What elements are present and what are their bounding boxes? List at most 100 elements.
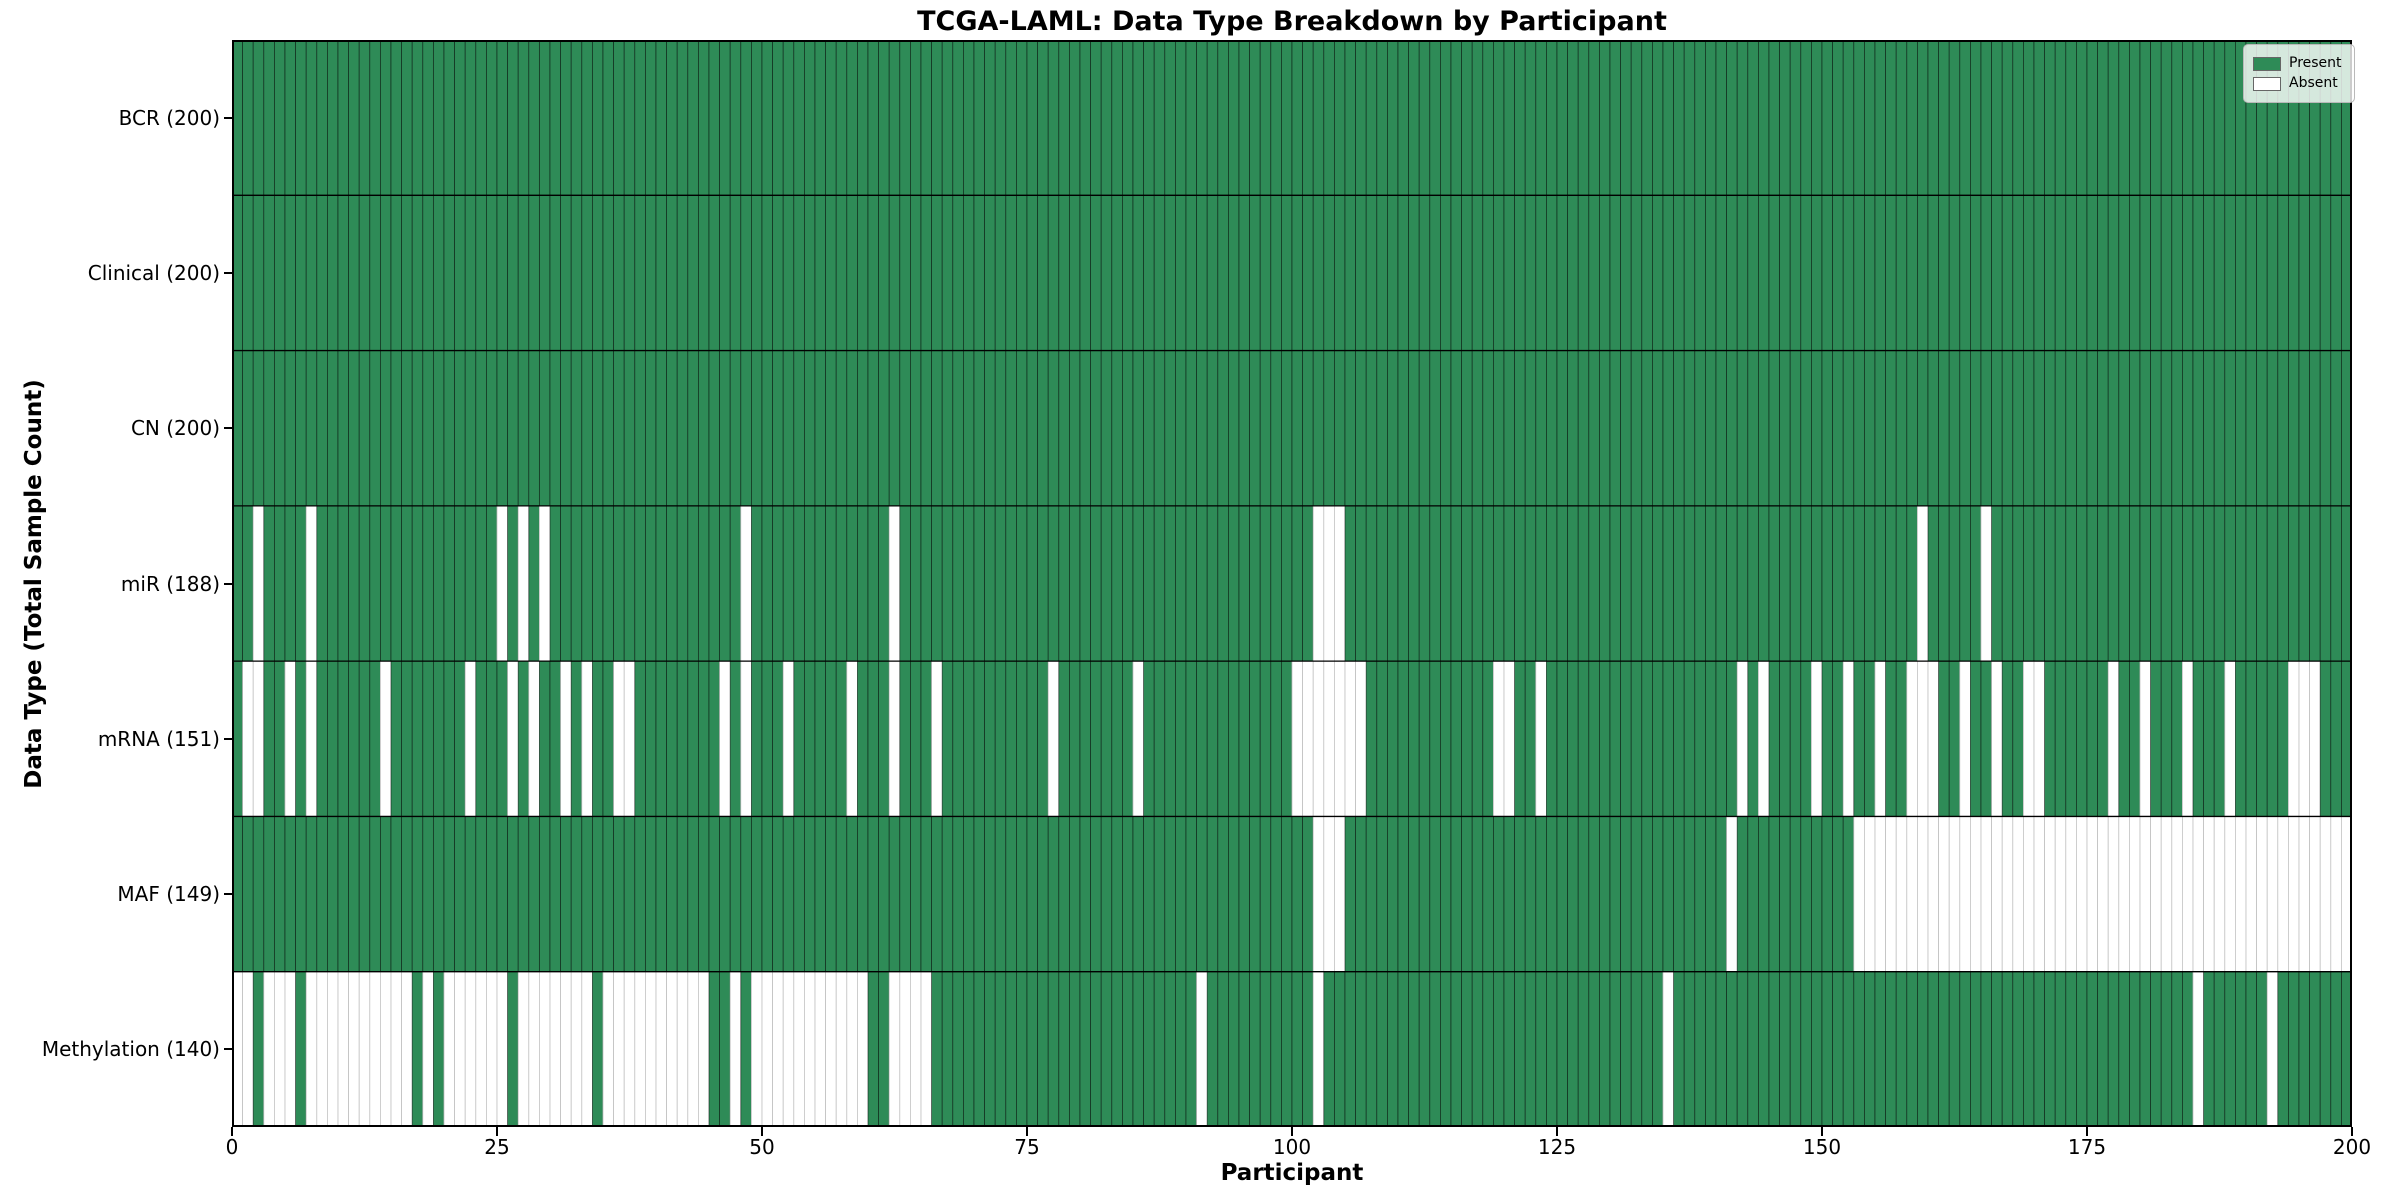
heatmap-cell [305,194,318,351]
heatmap-cell [1694,350,1706,507]
heatmap-cell [1164,40,1176,196]
heatmap-cell [888,194,901,351]
heatmap-cell [2001,505,2014,662]
heatmap-cell [1206,971,1219,1127]
heatmap-cell [252,660,265,817]
heatmap-cell [1387,971,1399,1127]
heatmap-cell [507,505,519,662]
heatmap-cell [676,40,689,196]
heatmap-cell [1895,816,1908,973]
heatmap-cell [888,816,901,973]
heatmap-cell [1503,40,1516,196]
heatmap-cell [1959,350,1971,507]
heatmap-cell [687,971,699,1127]
heatmap-cell [1079,816,1092,973]
heatmap-cell [369,40,381,196]
heatmap-cell [369,505,381,662]
heatmap-cell [751,40,763,196]
heatmap-cell [1418,505,1431,662]
heatmap-cell [1450,194,1463,351]
heatmap-cell [1440,350,1452,507]
heatmap-cell [613,40,625,196]
heatmap-cell [878,40,890,196]
heatmap-cell [2044,816,2056,973]
heatmap-cell [2097,194,2109,351]
heatmap-cell [793,194,805,351]
heatmap-cell [1758,505,1770,662]
heatmap-cell [867,350,880,507]
heatmap-cell [1016,194,1028,351]
heatmap-cell [591,350,604,507]
heatmap-cell [1747,194,1759,351]
heatmap-cell [825,194,837,351]
heatmap-cell [1662,194,1675,351]
heatmap-cell [1355,660,1367,817]
heatmap-cell [1503,816,1516,973]
heatmap-cell [1503,505,1516,662]
heatmap-cell [846,816,858,973]
heatmap-cell [1927,816,1940,973]
heatmap-cell [1175,40,1187,196]
heatmap-cell [1090,350,1102,507]
heatmap-cell [1683,660,1696,817]
heatmap-cell [867,194,880,351]
heatmap-cell [1153,971,1166,1127]
heatmap-cell [1418,816,1431,973]
heatmap-cell [1906,350,1918,507]
heatmap-cell [1524,505,1537,662]
heatmap-cell [1323,350,1335,507]
heatmap-cell [1853,971,1865,1127]
heatmap-cell [475,971,487,1127]
heatmap-cell [1736,660,1749,817]
heatmap-cell [1514,816,1526,973]
heatmap-cell [676,971,689,1127]
heatmap-cell [1768,194,1781,351]
heatmap-cell [1069,40,1081,196]
heatmap-cell [464,40,477,196]
heatmap-cell [814,971,827,1127]
heatmap-cell [994,194,1007,351]
heatmap-cell [1122,505,1134,662]
heatmap-cell [1652,40,1664,196]
heatmap-cell [1641,194,1653,351]
heatmap-cell [1736,505,1749,662]
heatmap-cell [1800,660,1812,817]
heatmap-cell [846,660,858,817]
heatmap-cell [1440,660,1452,817]
heatmap-cell [1323,505,1335,662]
heatmap-cell [2001,350,2014,507]
heatmap-cell [2107,194,2120,351]
heatmap-cell [1461,660,1473,817]
heatmap-cell [1228,816,1240,973]
heatmap-cell [1387,660,1399,817]
heatmap-cell [666,816,678,973]
heatmap-cell [1980,971,1993,1127]
heatmap-cell [1842,40,1855,196]
heatmap-cell [751,194,763,351]
heatmap-cell [2150,971,2162,1127]
heatmap-cell [1047,971,1060,1127]
heatmap-cell [2309,971,2321,1127]
heatmap-cell [1938,660,1950,817]
heatmap-cell [1768,660,1781,817]
heatmap-cell [1111,816,1123,973]
heatmap-cell [973,505,986,662]
heatmap-cell [295,40,307,196]
heatmap-cell [1259,40,1272,196]
heatmap-cell [1864,194,1876,351]
heatmap-cell [305,660,318,817]
heatmap-cell [1016,40,1028,196]
heatmap-cell [2192,971,2205,1127]
heatmap-cell [1005,505,1017,662]
heatmap-cell [1715,194,1728,351]
heatmap-cell [1546,350,1558,507]
heatmap-cell [740,350,752,507]
heatmap-cell [644,194,657,351]
heatmap-cell [1842,816,1855,973]
heatmap-cell [1524,40,1537,196]
heatmap-cell [1938,350,1950,507]
heatmap-cell [687,660,699,817]
heatmap-cell [274,660,286,817]
heatmap-cell [1683,194,1696,351]
heatmap-cell [1524,660,1537,817]
